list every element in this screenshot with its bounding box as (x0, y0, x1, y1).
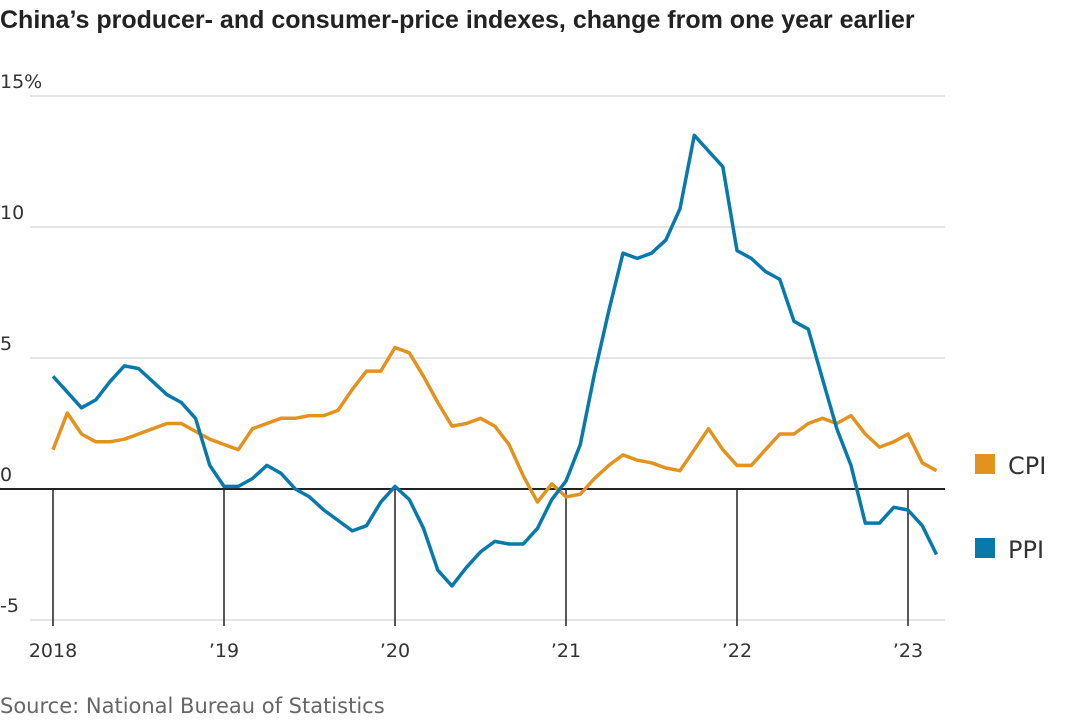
y-tick-label: 5 (0, 333, 12, 355)
legend-swatch-ppi (975, 538, 995, 558)
source-note: Source: National Bureau of Statistics (0, 694, 385, 718)
series-line-cpi (51, 345, 938, 504)
y-tick-label: -5 (0, 595, 19, 617)
legend-label-ppi: PPI (1008, 536, 1044, 564)
legend-label-cpi: CPI (1008, 452, 1046, 480)
y-tick-label: 10 (0, 202, 24, 224)
legend-swatch-cpi (975, 454, 995, 474)
x-tick-label: ’20 (380, 640, 410, 662)
y-tick-label: 0 (0, 464, 12, 486)
x-tick-label: ’19 (209, 640, 239, 662)
y-tick-label: 15% (0, 71, 42, 93)
chart-title: China’s producer- and consumer-price ind… (0, 6, 915, 34)
x-tick-label: ’23 (893, 640, 923, 662)
x-tick-label: 2018 (29, 640, 77, 662)
series-line-ppi (51, 133, 939, 588)
x-tick-label: ’21 (551, 640, 581, 662)
x-tick-label: ’22 (722, 640, 752, 662)
